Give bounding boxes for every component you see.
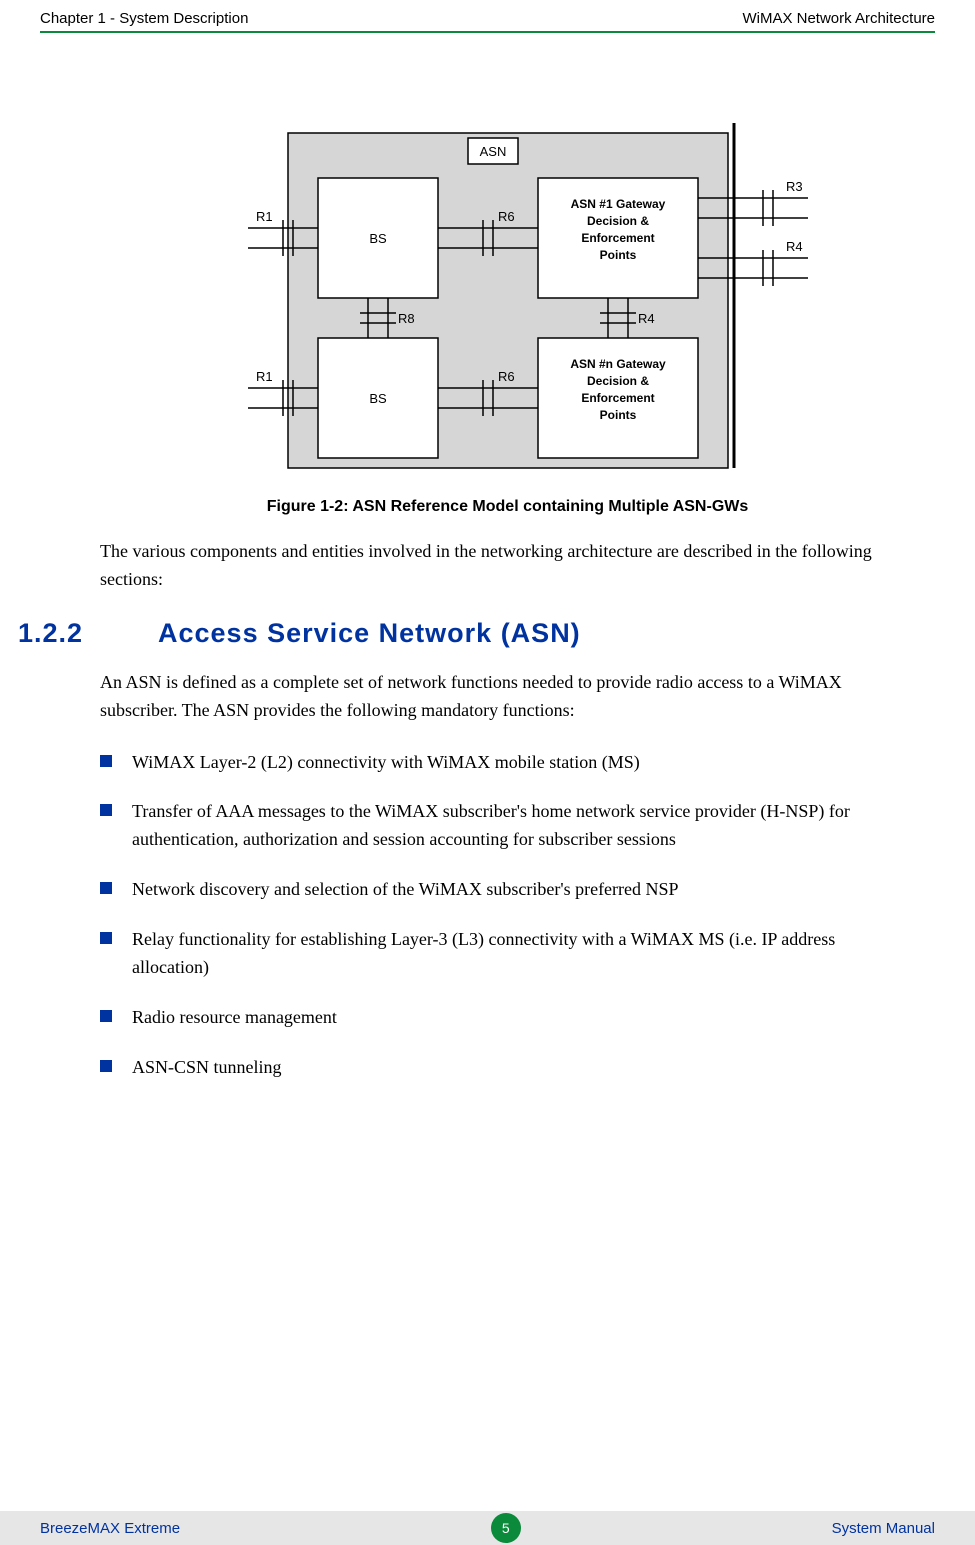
page-number-badge: 5 — [491, 1513, 521, 1543]
page-header: Chapter 1 - System Description WiMAX Net… — [0, 0, 975, 31]
svg-text:R6: R6 — [498, 369, 515, 384]
svg-text:R4: R4 — [638, 311, 655, 326]
page-footer: BreezeMAX Extreme 5 System Manual — [0, 1511, 975, 1545]
svg-text:Points: Points — [599, 248, 636, 262]
svg-text:R1: R1 — [256, 369, 273, 384]
main-content: ASN BS BS ASN #1 Gateway Decision & Enfo… — [0, 33, 975, 1082]
footer-right: System Manual — [832, 1520, 935, 1537]
figure-diagram: ASN BS BS ASN #1 Gateway Decision & Enfo… — [100, 113, 915, 478]
svg-text:BS: BS — [369, 391, 387, 406]
svg-text:Enforcement: Enforcement — [581, 391, 654, 405]
svg-text:R4: R4 — [786, 239, 803, 254]
svg-text:Points: Points — [599, 408, 636, 422]
list-item: Network discovery and selection of the W… — [100, 876, 915, 904]
svg-text:R3: R3 — [786, 179, 803, 194]
section-number: 1.2.2 — [18, 618, 158, 649]
svg-text:Decision &: Decision & — [586, 374, 648, 388]
footer-left: BreezeMAX Extreme — [40, 1520, 180, 1537]
svg-text:Enforcement: Enforcement — [581, 231, 654, 245]
bullet-list: WiMAX Layer-2 (L2) connectivity with WiM… — [100, 749, 915, 1082]
section-title: Access Service Network (ASN) — [158, 618, 581, 649]
section-intro: An ASN is defined as a complete set of n… — [100, 669, 915, 725]
list-item: WiMAX Layer-2 (L2) connectivity with WiM… — [100, 749, 915, 777]
header-left: Chapter 1 - System Description — [40, 10, 248, 27]
svg-text:ASN #1 Gateway: ASN #1 Gateway — [570, 197, 665, 211]
svg-text:BS: BS — [369, 231, 387, 246]
svg-text:ASN: ASN — [479, 144, 506, 159]
intro-paragraph: The various components and entities invo… — [100, 538, 915, 594]
svg-text:R6: R6 — [498, 209, 515, 224]
header-right: WiMAX Network Architecture — [742, 10, 935, 27]
list-item: Transfer of AAA messages to the WiMAX su… — [100, 798, 915, 854]
svg-text:R1: R1 — [256, 209, 273, 224]
figure-caption: Figure 1-2: ASN Reference Model containi… — [100, 498, 915, 516]
list-item: Radio resource management — [100, 1004, 915, 1032]
asn-reference-diagram: ASN BS BS ASN #1 Gateway Decision & Enfo… — [188, 113, 828, 473]
list-item: Relay functionality for establishing Lay… — [100, 926, 915, 982]
svg-text:ASN #n Gateway: ASN #n Gateway — [570, 357, 666, 371]
svg-text:R8: R8 — [398, 311, 415, 326]
list-item: ASN-CSN tunneling — [100, 1054, 915, 1082]
svg-text:Decision &: Decision & — [586, 214, 648, 228]
section-heading: 1.2.2 Access Service Network (ASN) — [18, 618, 915, 649]
